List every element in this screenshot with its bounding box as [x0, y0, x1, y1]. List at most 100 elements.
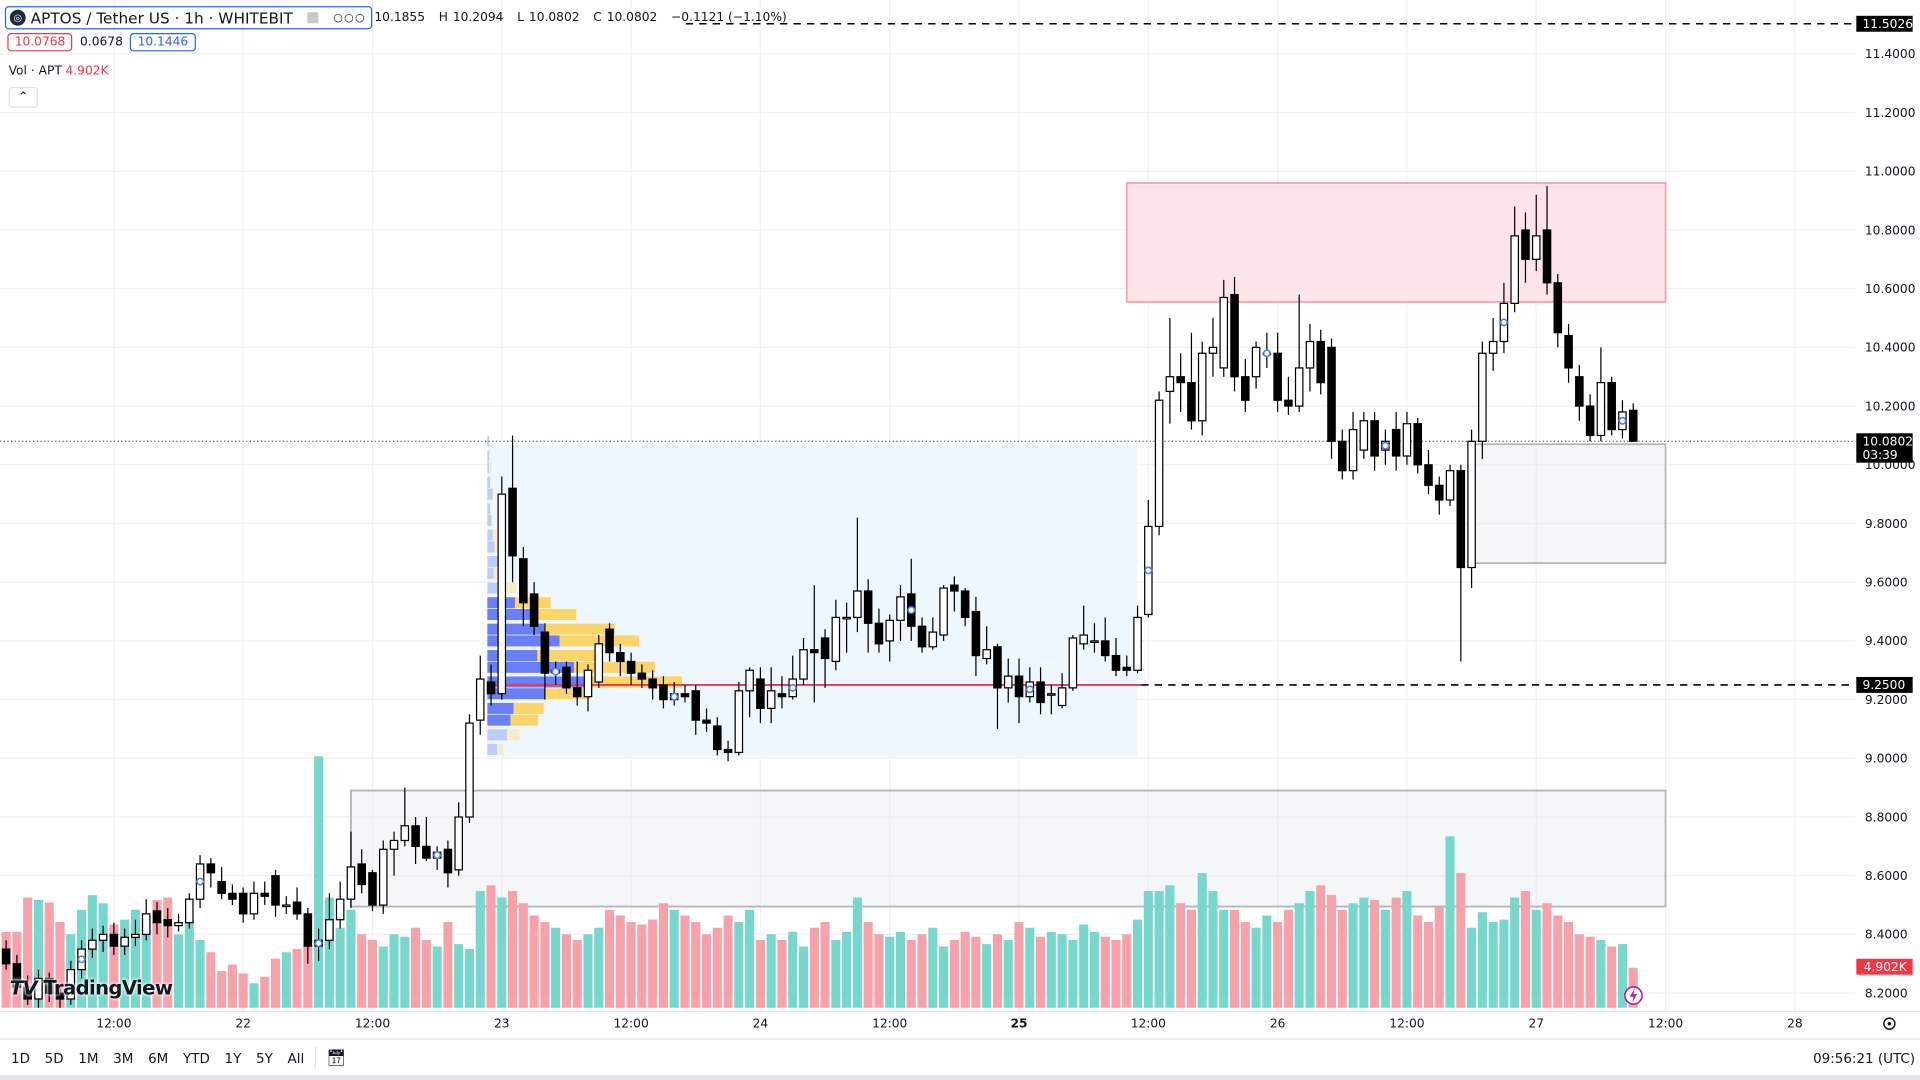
last-price-tag-bg — [1856, 433, 1913, 463]
profile-row-down — [513, 702, 544, 714]
candle — [842, 616, 851, 620]
collapse-legend-button[interactable]: ⌃ — [8, 86, 38, 108]
candle — [1047, 693, 1056, 696]
candle — [1251, 346, 1261, 378]
buy-price-button[interactable]: 10.1446 — [130, 33, 196, 52]
range-ytd[interactable]: YTD — [182, 1050, 210, 1066]
volume-bar — [357, 934, 367, 1008]
volume-bar — [1122, 934, 1132, 1008]
tv-logo-icon: 𝙏𝙑 — [9, 975, 38, 1000]
candle — [960, 590, 970, 619]
volume-bar — [1531, 909, 1541, 1008]
symbol-title-button[interactable]: ◎ APTOS / Tether US · 1h · WHITEBIT ○○○ — [4, 6, 372, 30]
candle — [23, 986, 32, 1000]
volume-bar — [1617, 944, 1627, 1008]
candle — [1596, 381, 1606, 437]
range-5d[interactable]: 5D — [44, 1050, 64, 1066]
volume-bar — [508, 891, 518, 1008]
settings-gear-icon — [1883, 1017, 1896, 1030]
volume-bar — [1423, 922, 1434, 1008]
profile-row-down — [491, 515, 493, 527]
volume-bar — [1208, 891, 1218, 1008]
price-axis-label: 8.8000 — [1865, 810, 1908, 824]
more-options-icon[interactable]: ○○○ — [333, 11, 366, 24]
volume-bar — [1348, 903, 1358, 1008]
volume-bar — [1068, 940, 1078, 1008]
price-axis-label: 10.4000 — [1865, 341, 1916, 355]
candle — [1187, 381, 1196, 422]
candle — [282, 904, 291, 908]
candle — [734, 690, 744, 754]
candle — [1553, 282, 1563, 334]
range-all[interactable]: All — [287, 1050, 305, 1066]
volume-bar — [1003, 940, 1013, 1008]
price-axis-label: 11.2000 — [1865, 106, 1916, 120]
volume-bar — [314, 756, 324, 1008]
price-axis-label: 11.0000 — [1865, 165, 1916, 179]
demand-zone-lower — [350, 789, 1667, 908]
candle — [605, 628, 614, 654]
candle — [702, 719, 711, 724]
range-1m[interactable]: 1M — [78, 1050, 99, 1066]
candle — [1014, 675, 1024, 698]
candle — [1208, 346, 1218, 354]
volume-bar — [669, 909, 679, 1008]
volume-bar — [702, 934, 712, 1008]
volume-bar — [798, 946, 809, 1008]
flag-icon[interactable] — [307, 12, 319, 24]
volume-bar — [367, 940, 378, 1008]
range-1d[interactable]: 1D — [11, 1050, 30, 1066]
range-5y[interactable]: 5Y — [256, 1050, 273, 1066]
candle — [335, 898, 345, 921]
close-value: 10.0802 — [606, 11, 658, 25]
candle — [238, 892, 248, 915]
range-1y[interactable]: 1Y — [224, 1050, 242, 1066]
volume-bar — [885, 936, 895, 1008]
time-axis-label: 26 — [1270, 1016, 1286, 1030]
range-3m[interactable]: 3M — [113, 1050, 134, 1066]
candle — [303, 913, 313, 947]
volume-bar — [23, 897, 33, 1008]
event-marker-icon — [670, 692, 679, 701]
price-axis-label: 9.4000 — [1865, 634, 1908, 648]
candle — [34, 977, 43, 1000]
time-axis-label: 28 — [1787, 1016, 1803, 1030]
candle — [1445, 470, 1455, 501]
tradingview-logo[interactable]: 𝙏𝙑 TradingView — [10, 976, 173, 999]
volume-bar — [1283, 909, 1293, 1008]
sell-price-button[interactable]: 10.0768 — [7, 33, 73, 52]
calendar-icon[interactable]: 📅︎ — [326, 1048, 347, 1068]
candle — [1510, 235, 1519, 304]
candle — [626, 660, 636, 674]
candle — [1068, 637, 1078, 689]
volume-bar — [1046, 931, 1056, 1008]
candle — [863, 590, 873, 624]
candle — [44, 977, 54, 994]
time-axis-label: 25 — [1011, 1016, 1028, 1030]
volume-bar — [615, 915, 625, 1008]
volume-bar — [1294, 903, 1304, 1008]
candle — [723, 748, 733, 754]
volume-bar — [863, 922, 873, 1008]
clock-utc[interactable]: 09:56:21 (UTC) — [1813, 1050, 1916, 1066]
range-6m[interactable]: 6M — [148, 1050, 169, 1066]
event-marker-icon — [1144, 566, 1153, 575]
candle — [691, 690, 701, 721]
volume-bar — [486, 885, 496, 1008]
candle — [1133, 616, 1142, 671]
volume-bar — [1542, 903, 1552, 1008]
volume-bar — [1370, 900, 1380, 1008]
volume-bar — [1607, 946, 1617, 1008]
volume-bar — [1337, 909, 1347, 1008]
volume-bar — [594, 927, 604, 1008]
candle — [1359, 420, 1369, 451]
volume-bar — [1251, 927, 1261, 1008]
volume-bar — [497, 897, 507, 1008]
volume-bar — [917, 934, 927, 1008]
volume-bar — [120, 919, 130, 1008]
candle — [152, 910, 162, 924]
event-marker-icon — [314, 939, 323, 948]
candle — [1100, 640, 1110, 657]
volume-bar — [1316, 885, 1326, 1008]
